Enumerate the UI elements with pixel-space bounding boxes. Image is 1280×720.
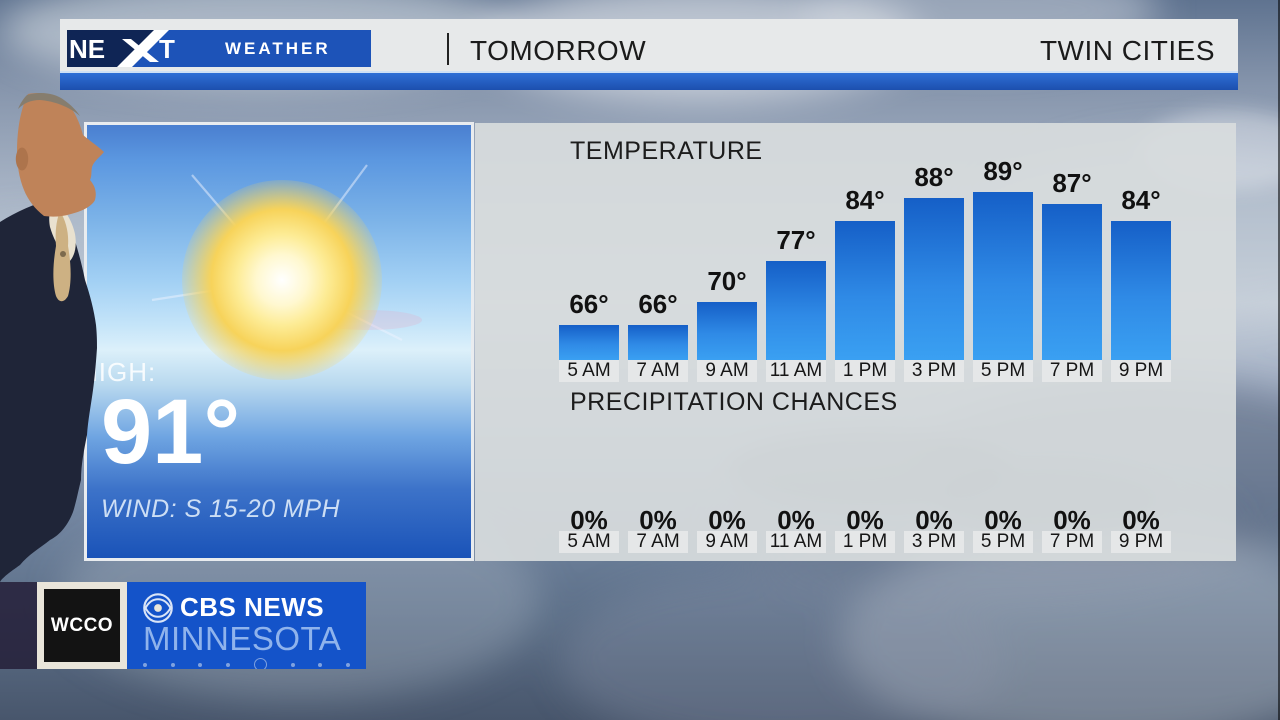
svg-text:WEATHER: WEATHER <box>225 39 331 58</box>
svg-text:T: T <box>159 34 175 64</box>
svg-text:NE: NE <box>69 34 105 64</box>
